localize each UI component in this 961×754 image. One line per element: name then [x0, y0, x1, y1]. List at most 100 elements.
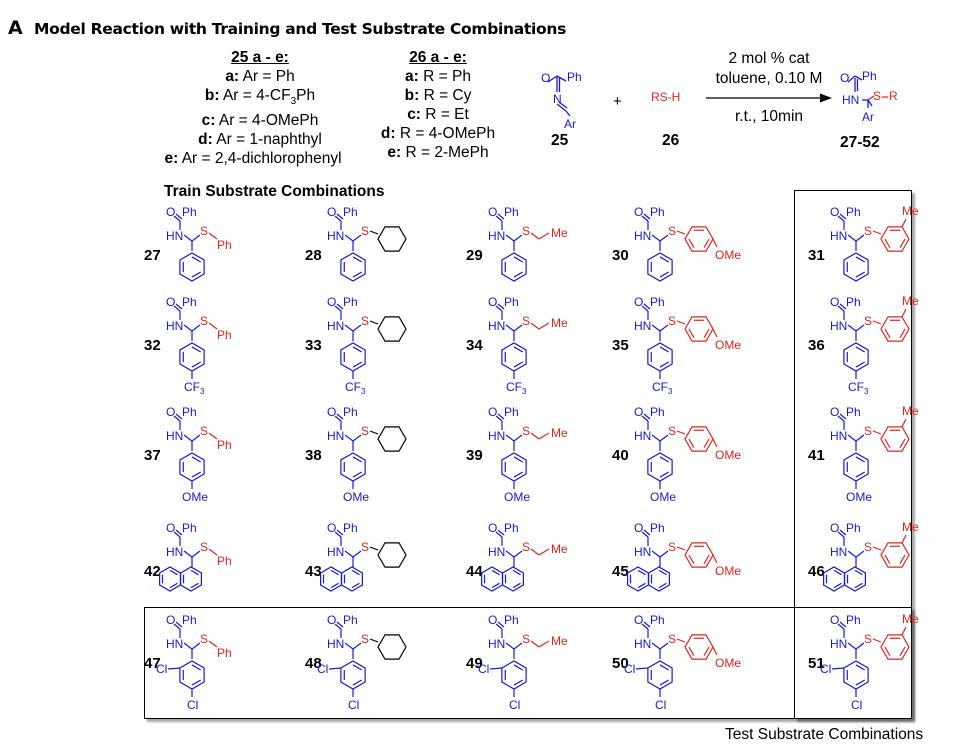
- thiol-reagent: RS-H: [651, 90, 680, 104]
- phenyl-label: Ph: [217, 328, 232, 342]
- carbonyl-bond: [175, 529, 183, 536]
- chloro-label: Cl: [624, 662, 635, 676]
- chloro-label: Cl: [478, 662, 489, 676]
- sulfur-label: S: [668, 632, 676, 646]
- phenyl-label: Ph: [504, 405, 519, 419]
- ethyl-bond: [530, 322, 540, 330]
- phenyl-label: Ph: [846, 295, 861, 309]
- phenyl-label: Ph: [217, 554, 232, 568]
- phenyl-label: Ph: [504, 613, 519, 627]
- nc-bond: [651, 434, 661, 442]
- amine-label: HN: [327, 229, 344, 243]
- aromatic-bond: [703, 238, 710, 249]
- aromatic-bond: [855, 456, 866, 463]
- aromatic-bond: [190, 569, 199, 576]
- aromatic-bond: [191, 456, 202, 463]
- phenyl-label: Ph: [217, 438, 232, 452]
- sulfur-label: S: [522, 424, 530, 438]
- compound-number-35: 35: [612, 337, 629, 354]
- ethyl-bond: [530, 432, 540, 440]
- chloro-label: Cl: [156, 662, 167, 676]
- phenyl-label: Ph: [182, 613, 197, 627]
- cyclohexyl-ring: [377, 542, 407, 568]
- aromatic-bond: [352, 664, 363, 671]
- aromatic-bond: [191, 346, 202, 353]
- cyclohexyl-ring: [377, 226, 407, 252]
- amine-label: HN: [327, 637, 344, 651]
- amine-label: HN: [830, 429, 847, 443]
- compound-number-48: 48: [305, 655, 322, 672]
- imine-n-label: N: [553, 92, 562, 106]
- nc-bond: [183, 324, 193, 332]
- amine-label: HN: [166, 319, 183, 333]
- oxygen-label: O: [830, 295, 839, 309]
- aromatic-bond: [884, 438, 891, 449]
- nc-bond: [651, 324, 661, 332]
- naphthyl-ring: [320, 566, 342, 592]
- sr-bond: [369, 230, 379, 235]
- oxygen-label: O: [327, 405, 336, 419]
- ethyl-bond: [538, 640, 550, 648]
- oxygen-label: O: [488, 521, 497, 535]
- ortho-bond: [901, 418, 907, 428]
- chloro-label: Cl: [820, 662, 831, 676]
- product-structure: [847, 75, 875, 108]
- carbonyl-bond: [495, 215, 503, 222]
- nc-bond: [651, 642, 661, 650]
- legend-aryl-item: c: Ar = 4-OMePh: [201, 112, 319, 130]
- compound-number-41: 41: [808, 447, 825, 464]
- compound-number-32: 32: [144, 337, 161, 354]
- methyl-label: Me: [551, 316, 568, 330]
- sulfur-label: S: [864, 632, 872, 646]
- sr-bond: [872, 320, 882, 325]
- carbonyl-bond: [334, 531, 342, 538]
- oxygen-label: O: [634, 295, 643, 309]
- cs-bond: [352, 324, 362, 332]
- imine-ar-label: Ar: [564, 117, 576, 131]
- nc-bond: [847, 324, 857, 332]
- aromatic-bond: [659, 256, 670, 263]
- sr-bond: [872, 546, 882, 551]
- cs-bond: [352, 234, 362, 242]
- phenyl-label: Ph: [650, 521, 665, 535]
- sulfur-label: S: [361, 424, 369, 438]
- carbonyl-bond: [336, 413, 344, 420]
- aromatic-bond: [513, 346, 524, 353]
- methoxy-label: OMe: [715, 448, 741, 462]
- carbonyl-bond: [495, 623, 503, 630]
- aromatic-bond: [659, 456, 670, 463]
- legend-aryl-item: a: Ar = Ph: [225, 68, 295, 85]
- aromatic-bond: [703, 646, 710, 657]
- aromatic-bond: [658, 569, 667, 576]
- aromatic-bond: [512, 569, 521, 576]
- sulfur-label: S: [864, 424, 872, 438]
- carbonyl-bond: [173, 623, 181, 630]
- aromatic-bond: [659, 664, 670, 671]
- nc-bond: [847, 642, 857, 650]
- methyl-label: Me: [551, 426, 568, 440]
- nc-bond: [847, 550, 857, 558]
- legend-thiol-item: c: R = Et: [407, 106, 469, 123]
- nc-bond: [183, 642, 193, 650]
- cs-bond: [191, 234, 201, 242]
- nc-bond: [505, 434, 515, 442]
- aromatic-bond: [659, 271, 670, 278]
- sulfur-label: S: [864, 540, 872, 554]
- amine-label: HN: [488, 229, 505, 243]
- aromatic-bond: [352, 456, 363, 463]
- aromatic-bond: [688, 238, 695, 249]
- phenyl-label: Ph: [650, 405, 665, 419]
- conditions-temperature-time: r.t., 10min: [734, 108, 804, 125]
- cyclohexyl-ring: [377, 316, 407, 342]
- chloro-label: Cl: [851, 698, 862, 712]
- methyl-label: Me: [551, 634, 568, 648]
- compound-number-42: 42: [144, 563, 161, 580]
- phenyl-label: Ph: [217, 238, 232, 252]
- product-r-label: R: [889, 89, 898, 103]
- ethyl-bond: [530, 232, 540, 240]
- chloro-label: Cl: [187, 698, 198, 712]
- aromatic-bond: [191, 679, 202, 686]
- para-bond: [712, 238, 718, 248]
- phenyl-label: Ph: [182, 205, 197, 219]
- ethyl-bond: [538, 548, 550, 556]
